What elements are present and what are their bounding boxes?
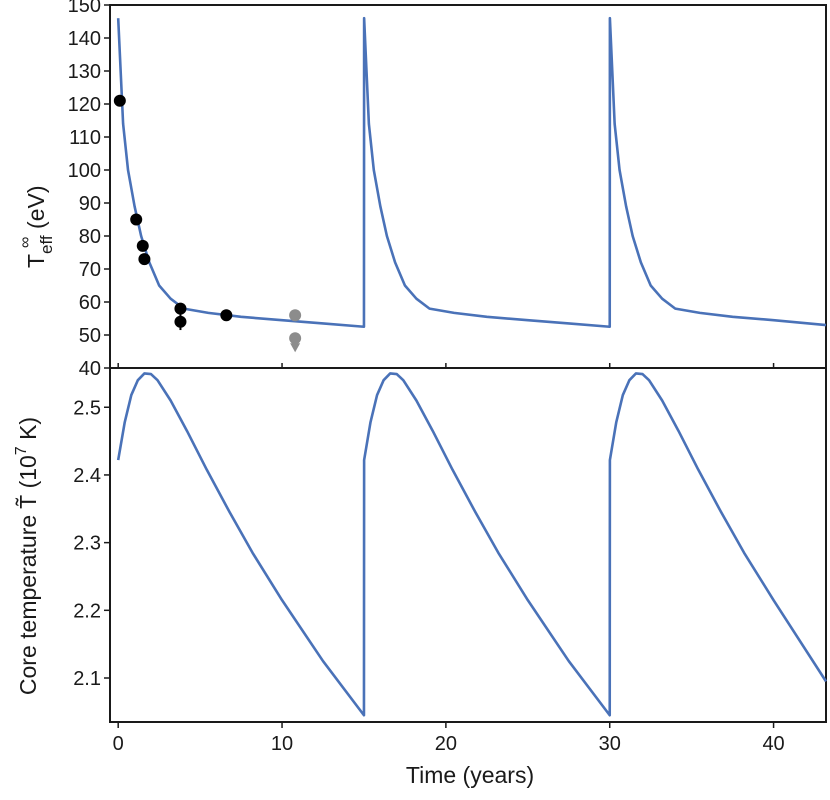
top-y-tick-label: 40 <box>79 358 101 380</box>
observation-point <box>289 332 302 345</box>
bottom-y-tick-label: 2.1 <box>73 668 101 690</box>
x-tick-label: 10 <box>271 733 293 755</box>
observation-point <box>174 302 187 315</box>
top-ylabel-main: T <box>23 254 49 268</box>
bottom-y-tick-label: 2.2 <box>73 600 101 622</box>
top-y-tick-label: 130 <box>68 61 101 83</box>
observation-point <box>220 309 233 322</box>
bottom-y-axis-title: Core temperature T̃ (107 K) <box>13 417 41 695</box>
top-y-axis-title: Teff (eV) <box>23 186 56 269</box>
top-observations-group <box>113 94 302 353</box>
observation-point <box>289 309 302 322</box>
observation-point <box>138 253 151 266</box>
bottom-ylabel-super: 7 <box>13 446 30 455</box>
x-tick-label: 30 <box>599 733 621 755</box>
observation-upper-limit-arrow <box>290 343 301 353</box>
x-tick-label: 20 <box>435 733 457 755</box>
top-y-tick-label: 150 <box>68 0 101 17</box>
top-y-tick-label: 70 <box>79 259 101 281</box>
top-y-tick-label: 80 <box>79 226 101 248</box>
top-panel: 40 50 60 70 80 90 100 110 120 130 140 150 Teff (eV)… <box>17 0 827 380</box>
bottom-y-tick-label: 2.4 <box>73 465 101 487</box>
top-y-tick-label: 50 <box>79 325 101 347</box>
top-series-line <box>116 16 827 329</box>
x-tick-label: 40 <box>762 733 784 755</box>
top-series-group <box>116 16 827 329</box>
top-y-ticks: 40 50 60 70 80 90 100 110 120 130 140 150 <box>68 0 775 380</box>
top-y-tick-label: 100 <box>68 160 101 182</box>
bottom-ylabel-unit: K) <box>15 417 41 446</box>
x-tick-label: 0 <box>113 733 124 755</box>
top-ylabel-sub: eff <box>37 235 56 254</box>
bottom-series-group <box>116 372 828 717</box>
observation-point <box>174 315 187 328</box>
bottom-y-tick-label: 2.5 <box>73 397 101 419</box>
x-axis-title: Time (years) <box>406 762 534 788</box>
bottom-x-ticks: 0 10 20 30 40 <box>113 722 785 755</box>
top-ylabel-super: ∞ <box>17 237 34 248</box>
top-y-tick-label: 60 <box>79 292 101 314</box>
top-y-tick-label: 110 <box>69 127 101 149</box>
bottom-y-ticks: 2.1 2.2 2.3 2.4 2.5 <box>73 397 110 690</box>
top-y-tick-label: 140 <box>68 28 101 50</box>
top-y-tick-label: 120 <box>68 94 101 116</box>
observation-point <box>113 94 126 107</box>
observation-point <box>136 239 149 252</box>
bottom-panel-frame <box>109 367 827 723</box>
bottom-y-tick-label: 2.3 <box>73 533 101 555</box>
observation-point <box>130 213 143 226</box>
top-ylabel-unit: (eV) <box>23 186 49 236</box>
top-y-tick-label: 90 <box>79 193 101 215</box>
bottom-panel: 2.1 2.2 2.3 2.4 2.5 0 10 20 30 40 Core temperatu… <box>13 367 828 788</box>
bottom-series-line <box>116 372 828 717</box>
bottom-ylabel-main: Core temperature T̃ (10 <box>15 455 41 695</box>
